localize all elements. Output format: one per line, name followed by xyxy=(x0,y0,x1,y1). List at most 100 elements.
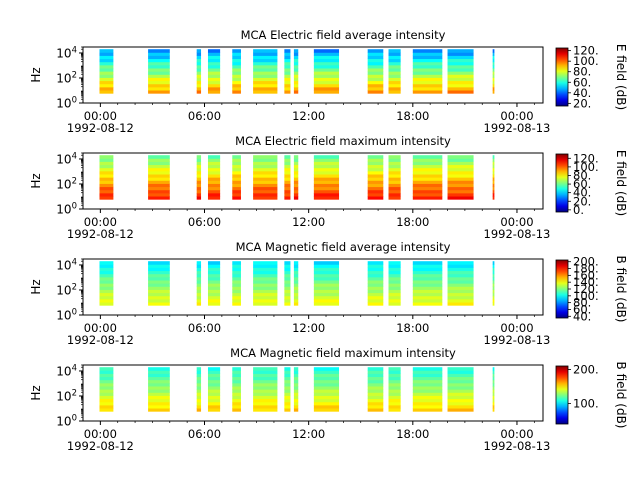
spectrogram-cell xyxy=(293,264,299,268)
spectrogram-cell xyxy=(232,264,241,268)
spectrogram-cell xyxy=(253,283,278,287)
spectrogram-cell xyxy=(447,264,474,268)
spectrogram-cell xyxy=(148,398,170,403)
spectrogram-cell xyxy=(388,367,401,371)
spectrogram xyxy=(99,261,495,306)
spectrogram-cell xyxy=(148,289,170,294)
spectrogram-cell xyxy=(447,373,474,378)
spectrogram-cell xyxy=(253,376,278,381)
spectrogram-cell xyxy=(284,280,291,284)
spectrogram-cell xyxy=(253,298,278,303)
spectrogram-cell xyxy=(207,83,221,88)
colorbar-tick-label: 60. xyxy=(573,302,591,316)
spectrogram-cell xyxy=(293,74,299,78)
spectrogram-cell xyxy=(492,183,495,188)
spectrogram-cell xyxy=(293,273,299,278)
spectrogram-cell xyxy=(207,392,221,396)
spectrogram-cell xyxy=(492,161,495,166)
spectrogram-cell xyxy=(196,382,202,387)
spectrogram-cell xyxy=(412,55,443,60)
spectrogram-cell xyxy=(367,286,384,290)
x-tick-label: 12:00 xyxy=(292,321,325,335)
spectrogram-cell xyxy=(412,283,443,287)
spectrogram-cell xyxy=(207,382,221,387)
spectrogram-cell xyxy=(253,71,278,75)
y-tick-label: 104 xyxy=(56,151,77,166)
colorbar-tick-label: 120. xyxy=(573,151,599,165)
spectrogram-cell xyxy=(253,177,278,181)
spectrogram-cell xyxy=(412,295,443,300)
spectrogram-cell xyxy=(99,189,114,194)
spectrogram-cell xyxy=(284,392,291,396)
spectrogram-cell xyxy=(232,155,241,159)
colorbar-tick-label: 20. xyxy=(573,96,591,110)
spectrogram-cell xyxy=(196,183,202,188)
spectrogram-cell xyxy=(293,276,299,281)
spectrogram-cell xyxy=(253,408,278,412)
spectrogram-cell xyxy=(293,61,299,66)
spectrogram-cell xyxy=(284,158,291,162)
spectrogram-cell xyxy=(253,379,278,384)
spectrogram-cell xyxy=(388,292,401,297)
spectrogram-cell xyxy=(148,367,170,371)
panel-4: MCA Magnetic field maximum intensity 100 1… xyxy=(29,346,628,453)
spectrogram-cell xyxy=(293,261,299,265)
spectrogram-cell xyxy=(447,180,474,184)
spectrogram-cell xyxy=(196,373,202,378)
spectrogram-cell xyxy=(293,401,299,406)
spectrogram-cell xyxy=(207,68,221,72)
colorbar-tick-label: 40. xyxy=(573,309,591,323)
spectrogram-cell xyxy=(99,273,114,278)
spectrogram-cell xyxy=(148,386,170,390)
spectrogram-cell xyxy=(207,155,221,159)
spectrogram-cell xyxy=(207,86,221,91)
spectrogram-cell xyxy=(367,404,384,409)
spectrogram-cell xyxy=(293,164,299,169)
spectrogram-cell xyxy=(253,174,278,178)
spectrogram-cell xyxy=(232,74,241,78)
spectrogram-cell xyxy=(253,386,278,390)
spectrogram-cell xyxy=(99,68,114,72)
spectrogram-cell xyxy=(253,77,278,82)
spectrogram-cell xyxy=(207,174,221,178)
spectrogram-cell xyxy=(492,83,495,88)
spectrogram-cell xyxy=(253,52,278,56)
y-tick-label: 102 xyxy=(56,70,77,85)
spectrogram-cell xyxy=(207,373,221,378)
colorbar-tick-label: 80. xyxy=(573,168,591,182)
spectrogram-cell xyxy=(313,86,340,91)
spectrogram-cell xyxy=(232,64,241,69)
spectrogram-cell xyxy=(367,183,384,188)
spectrogram-cell xyxy=(196,74,202,78)
spectrogram-cell xyxy=(447,170,474,175)
spectrogram-cell xyxy=(412,77,443,82)
spectrogram-cell xyxy=(412,61,443,66)
spectrogram-cell xyxy=(447,261,474,265)
spectrogram-cell xyxy=(388,302,401,306)
spectrogram-cell xyxy=(412,386,443,390)
spectrogram-cell xyxy=(447,295,474,300)
spectrogram-cell xyxy=(313,289,340,294)
spectrogram-cell xyxy=(284,264,291,268)
colorbar-label: B field (dB) xyxy=(614,362,628,429)
spectrogram-cell xyxy=(447,161,474,166)
spectrogram-cell xyxy=(207,189,221,194)
spectrogram-cell xyxy=(196,408,202,412)
spectrogram-cell xyxy=(492,270,495,275)
spectrogram-cell xyxy=(253,189,278,194)
spectrogram-cell xyxy=(148,83,170,88)
spectrogram-cell xyxy=(99,367,114,371)
spectrogram-cell xyxy=(492,264,495,268)
spectrogram-cell xyxy=(284,64,291,69)
spectrogram-cell xyxy=(293,90,299,94)
spectrogram-cell xyxy=(232,389,241,393)
spectrogram-cell xyxy=(196,52,202,56)
spectrogram-cell xyxy=(492,261,495,265)
spectrogram-cell xyxy=(196,404,202,409)
spectrogram-cell xyxy=(232,261,241,265)
colorbar-gradient xyxy=(555,365,569,425)
spectrogram-cell xyxy=(313,83,340,88)
spectrogram-cell xyxy=(148,49,170,53)
spectrogram-cell xyxy=(232,177,241,181)
spectrogram-cell xyxy=(388,83,401,88)
